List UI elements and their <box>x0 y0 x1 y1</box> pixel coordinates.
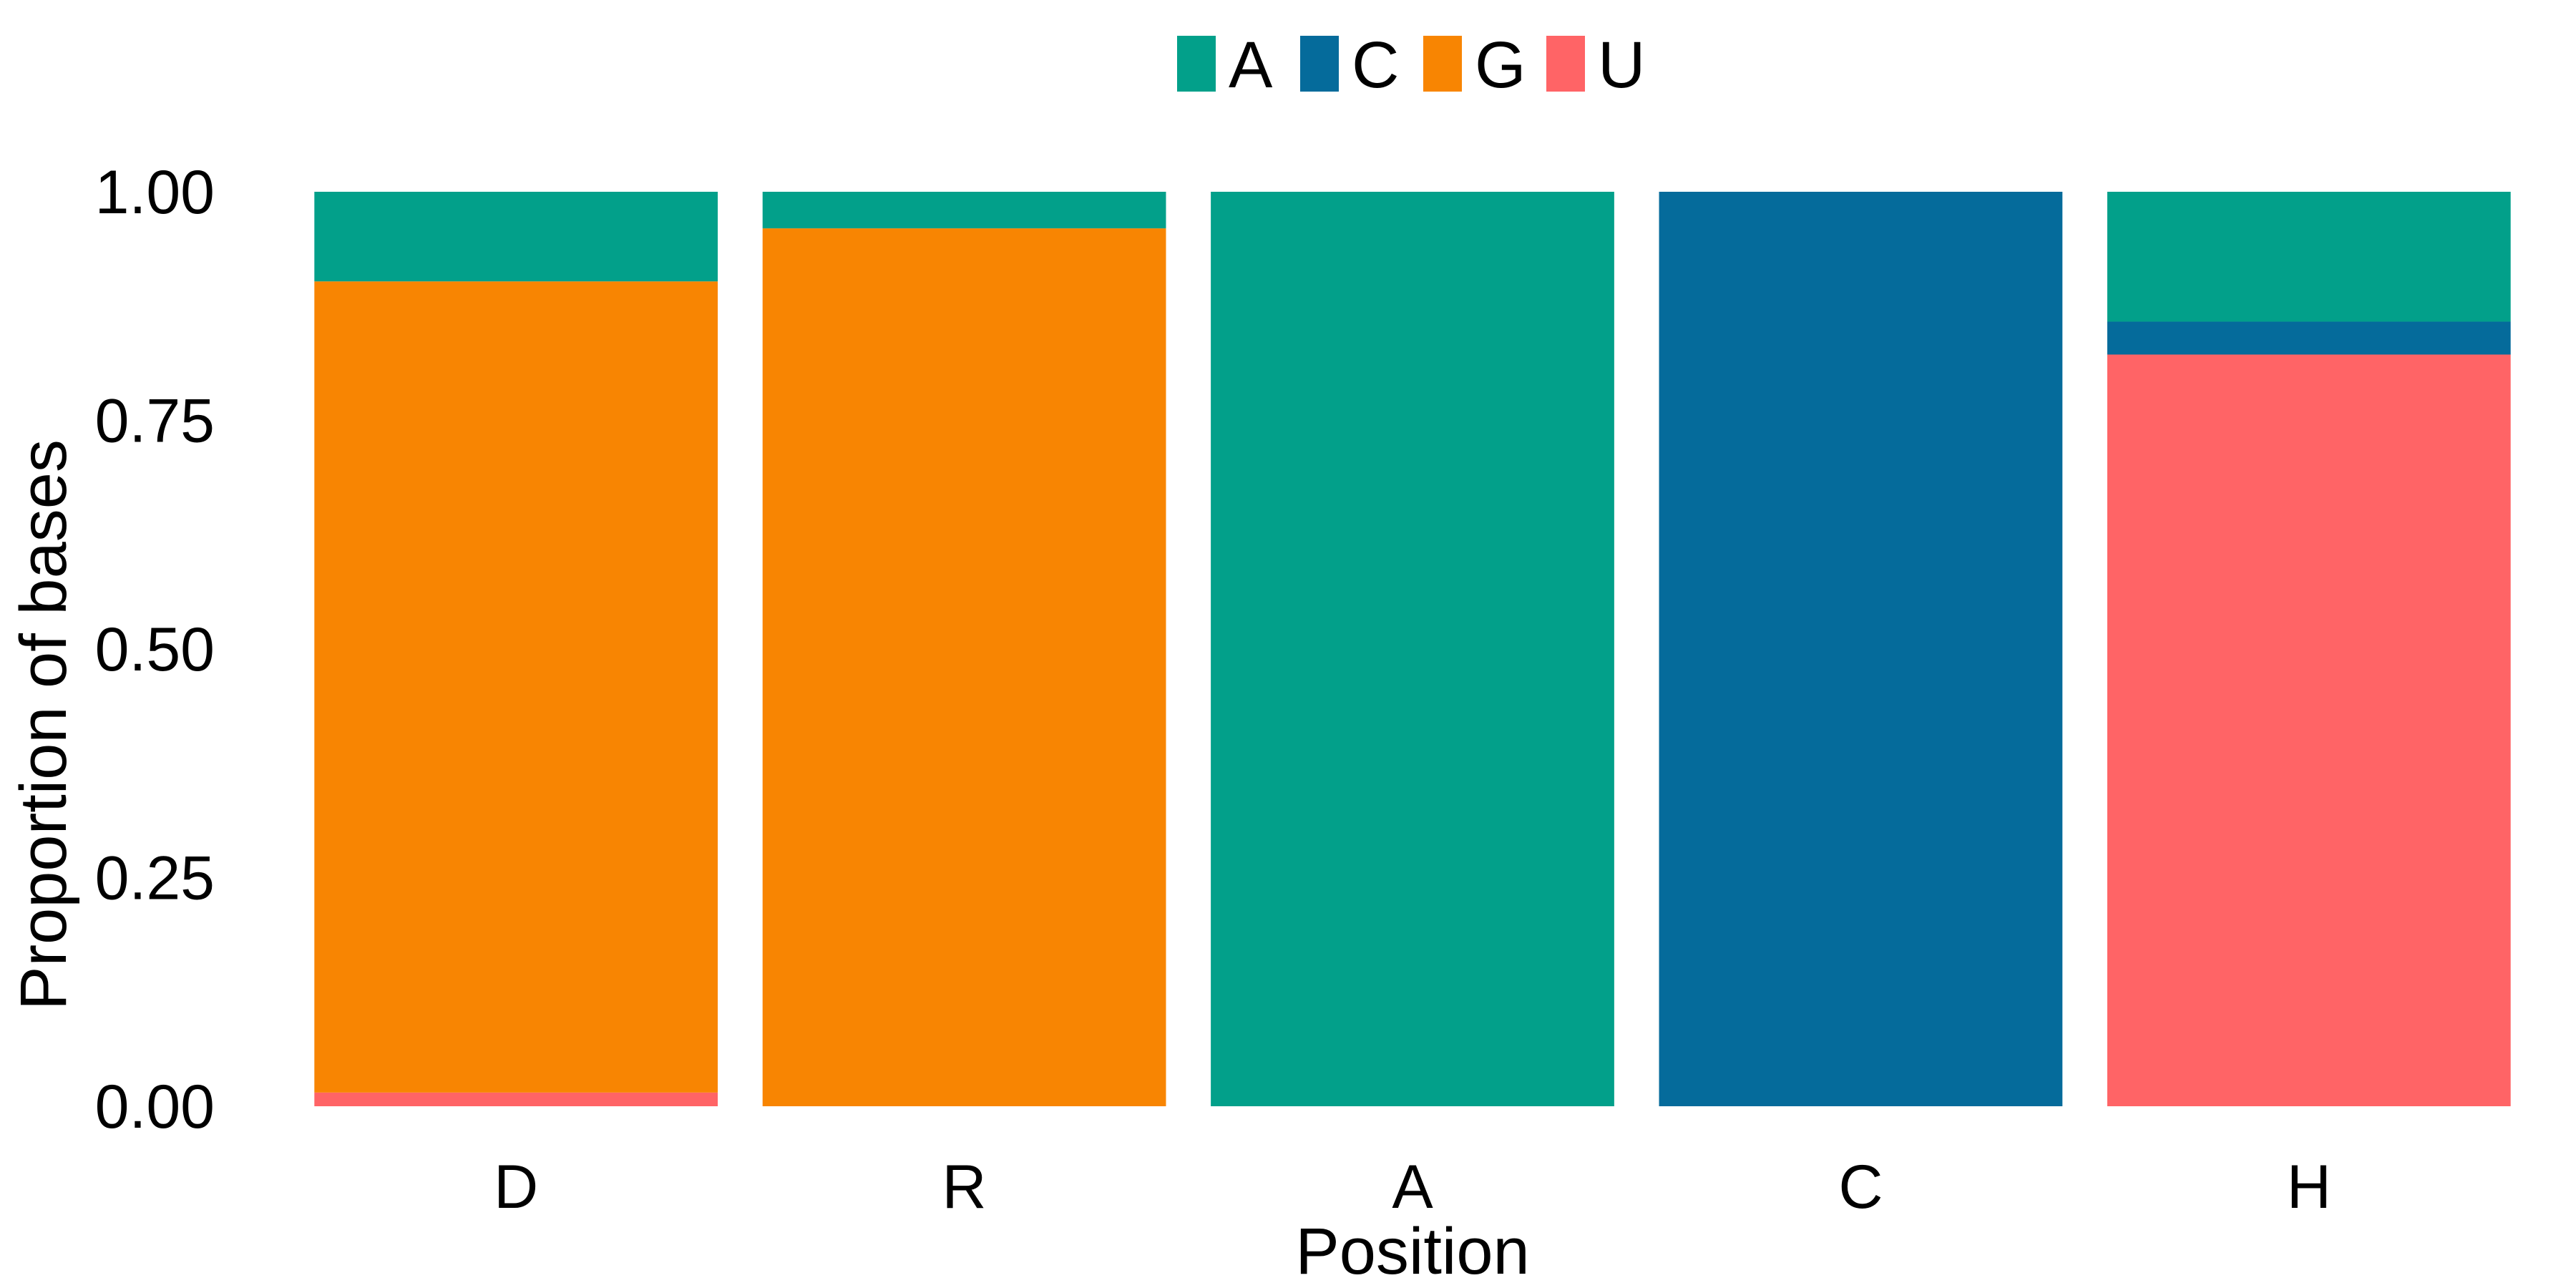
legend-key-G <box>1423 36 1462 92</box>
y-tick-label: 0.00 <box>95 1073 215 1141</box>
y-tick-label: 0.75 <box>95 387 215 456</box>
bar-D-A <box>314 192 718 282</box>
bar-D-G <box>314 281 718 1093</box>
x-tick-label: D <box>494 1153 538 1221</box>
bar-H-U <box>2107 354 2511 1107</box>
bar-H-A <box>2107 192 2511 322</box>
y-tick-label: 0.25 <box>95 844 215 913</box>
y-tick-label: 0.50 <box>95 615 215 684</box>
legend-key-A <box>1177 36 1216 92</box>
x-tick-label: A <box>1392 1153 1433 1221</box>
bars <box>314 192 2511 1107</box>
bar-A-A <box>1211 192 1614 1106</box>
bar-R-G <box>762 228 1166 1106</box>
x-tick-label: H <box>2287 1153 2331 1221</box>
y-axis-title: Proportion of bases <box>7 439 80 1010</box>
legend-key-U <box>1546 36 1585 92</box>
legend-label-G: G <box>1475 29 1526 102</box>
legend-label-A: A <box>1229 29 1273 102</box>
bar-H-C <box>2107 321 2511 355</box>
legend-label-C: C <box>1352 29 1399 102</box>
bar-D-U <box>314 1092 718 1106</box>
bar-R-A <box>762 192 1166 229</box>
bar-C-C <box>1659 192 2063 1106</box>
x-axis-title: Position <box>1295 1215 1529 1288</box>
y-axis-ticks: 0.00 0.25 0.50 0.75 1.00 <box>95 158 215 1141</box>
legend-key-C <box>1300 36 1339 92</box>
x-tick-label: R <box>942 1153 987 1221</box>
legend-label-U: U <box>1598 29 1645 102</box>
y-tick-label: 1.00 <box>95 158 215 227</box>
x-tick-label: C <box>1838 1153 1883 1221</box>
